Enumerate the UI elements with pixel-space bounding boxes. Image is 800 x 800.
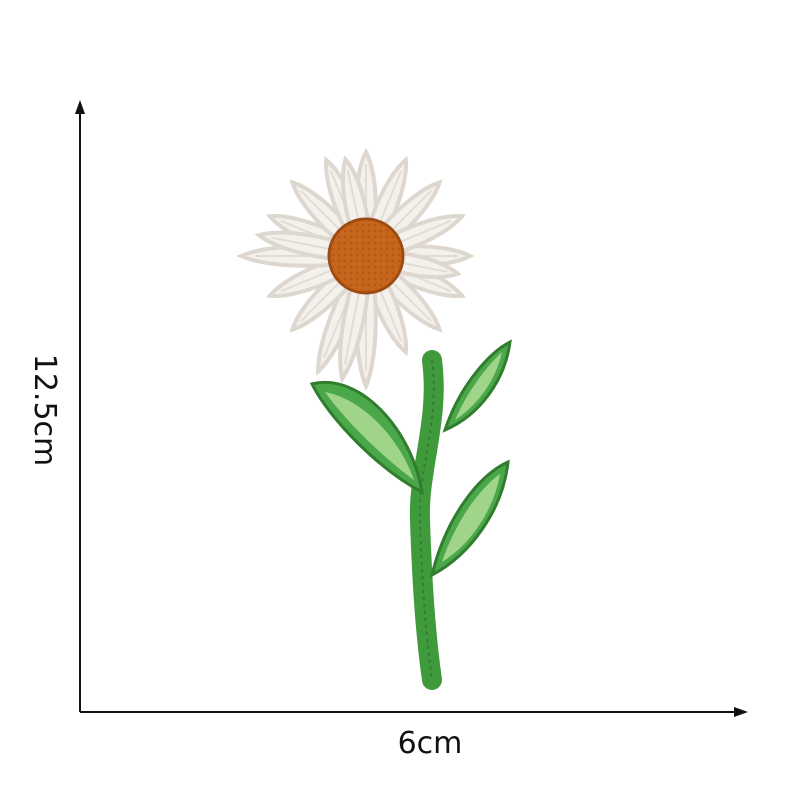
dimension-axes: [75, 100, 748, 717]
horizontal-axis-arrow-icon: [734, 707, 748, 717]
daisy-patch: [241, 150, 512, 690]
leaf-upper-right: [442, 339, 512, 433]
width-label: 6cm: [397, 726, 463, 761]
vertical-axis-arrow-icon: [75, 100, 85, 114]
leaf-lower-right: [429, 459, 510, 578]
height-label: 12.5cm: [27, 353, 62, 467]
flower-center: [327, 217, 405, 295]
leaf-left: [309, 380, 424, 495]
